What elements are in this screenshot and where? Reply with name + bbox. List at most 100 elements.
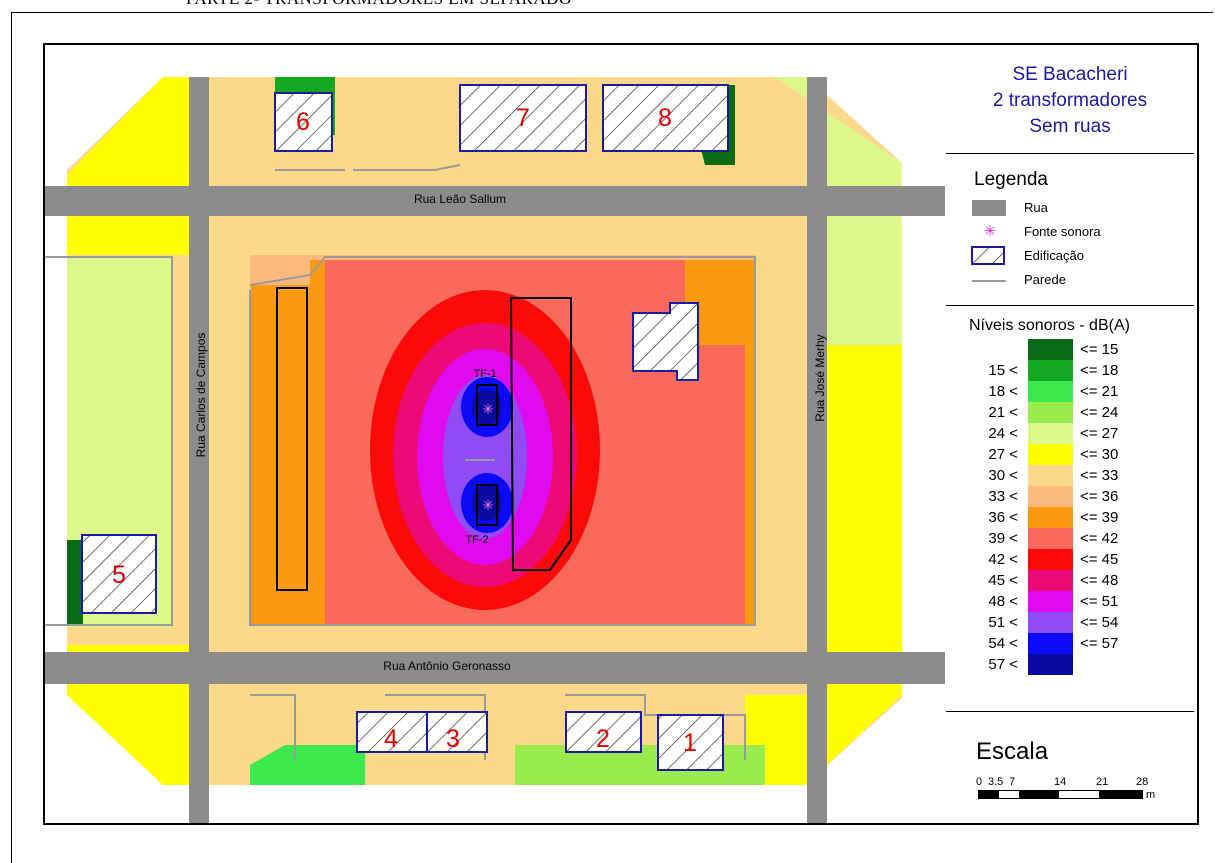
sound-level-row: 15 < <= 18 [946, 360, 1194, 381]
street-label-right: Rua José Merhy [813, 334, 827, 421]
sound-level-swatch [1028, 381, 1073, 402]
legend-heading: Legenda [974, 169, 1048, 190]
sound-level-swatch [1028, 570, 1073, 591]
building-7 [459, 84, 587, 152]
transformer-label-1: TF-1 [473, 368, 496, 380]
legend-item-wall: Parede [970, 270, 1180, 290]
scale-panel: Escala 0 3.5 7 14 21 28 m [946, 712, 1194, 820]
wall-top [275, 164, 461, 171]
sound-level-row: 51 < <= 54 [946, 612, 1194, 633]
building-label-2: 2 [596, 725, 610, 753]
sound-level-swatch [1028, 591, 1073, 612]
sound-level-row: 33 < <= 36 [946, 486, 1194, 507]
noise-zone-green-bottom [250, 745, 365, 785]
outer-frame [11, 12, 1213, 863]
transformer-outline-2 [476, 484, 498, 526]
sound-level-lower-bound: 45 < [988, 572, 1018, 589]
scale-tick: 3.5 [988, 776, 1004, 788]
scale-tick: 21 [1096, 776, 1109, 788]
sound-level-upper-bound: <= 15 [1080, 341, 1119, 358]
map-overlay: 6 7 8 5 4 3 2 1 Rua Leão Sallum Rua Antô… [81, 84, 827, 771]
building-1 [657, 714, 724, 771]
building-notched [632, 302, 699, 381]
sound-level-row: 42 < <= 45 [946, 549, 1194, 570]
legend-label: Parede [1024, 272, 1066, 287]
sound-level-upper-bound: <= 27 [1080, 425, 1119, 442]
building-8 [602, 84, 729, 152]
street-label-top: Rua Leão Sallum [414, 192, 506, 206]
legend-label: Edificação [1024, 248, 1084, 263]
sound-level-swatch [1028, 528, 1073, 549]
sound-source-2: ✳ [482, 498, 494, 514]
sound-level-row: 45 < <= 48 [946, 570, 1194, 591]
street-left [189, 77, 209, 823]
scale-tick: 14 [1054, 776, 1067, 788]
sound-levels-heading: Níveis sonoros - dB(A) [969, 317, 1130, 334]
building-label-5: 5 [112, 561, 126, 589]
sound-level-lower-bound: 39 < [988, 530, 1018, 547]
hatched-box-icon [970, 246, 1010, 266]
sound-level-lower-bound: 57 < [988, 656, 1018, 673]
sound-level-swatch [1028, 402, 1073, 423]
sound-level-row: 39 < <= 42 [946, 528, 1194, 549]
sound-level-upper-bound: <= 45 [1080, 551, 1119, 568]
sound-level-row: 18 < <= 21 [946, 381, 1194, 402]
sound-level-row: 27 < <= 30 [946, 444, 1194, 465]
transformer-label-2: TF-2 [465, 534, 488, 546]
sound-level-upper-bound: <= 36 [1080, 488, 1119, 505]
building-2 [565, 711, 642, 753]
page-heading: PARTE 2- TRANSFORMADORES EM SEPARADO [186, 0, 572, 9]
wall-lot [249, 256, 756, 626]
wall-line-icon [970, 270, 1010, 290]
scale-bar [978, 790, 1143, 799]
scale-tick: 28 [1136, 776, 1149, 788]
sound-level-upper-bound: <= 42 [1080, 530, 1119, 547]
title-line-1: SE Bacacheri [1012, 64, 1128, 85]
legend-item-street: Rua [970, 198, 1180, 218]
legend-label: Fonte sonora [1024, 224, 1101, 239]
sound-level-row: <= 15 [946, 339, 1194, 360]
noise-zone-darkgreen-left [67, 540, 83, 625]
building-6 [274, 92, 333, 152]
building-label-3: 3 [446, 725, 460, 753]
sound-levels-legend: Níveis sonoros - dB(A) <= 15 15 < <= 18 18 … [946, 306, 1194, 712]
noise-zone-yellow-right2 [827, 345, 902, 695]
title-line-3: Sem ruas [1029, 116, 1111, 137]
wall-left [45, 256, 173, 626]
sound-level-swatch [1028, 465, 1073, 486]
noise-zone-navy-2 [472, 485, 502, 521]
street-swatch-icon [970, 198, 1010, 218]
building-outline-tall [509, 297, 572, 571]
street-label-bottom: Rua Antônio Geronasso [383, 659, 511, 673]
scale-ticks: 0 3.5 7 14 21 28 [976, 776, 1176, 790]
sound-level-swatch [1028, 507, 1073, 528]
building-5 [81, 534, 157, 614]
sound-level-upper-bound: <= 54 [1080, 614, 1119, 631]
sound-level-lower-bound: 54 < [988, 635, 1018, 652]
legend-panel: SE Bacacheri 2 transformadores Sem ruas … [946, 45, 1194, 821]
sound-level-swatch [1028, 549, 1073, 570]
sound-level-swatch [1028, 444, 1073, 465]
scale-tick: 7 [1009, 776, 1016, 788]
sound-level-upper-bound: <= 51 [1080, 593, 1119, 610]
sound-level-lower-bound: 30 < [988, 467, 1018, 484]
sound-level-row: 36 < <= 39 [946, 507, 1194, 528]
building-outline-long [276, 287, 308, 591]
sound-level-row: 21 < <= 24 [946, 402, 1194, 423]
map-title: SE Bacacheri 2 transformadores Sem ruas [946, 45, 1194, 154]
title-line-2: 2 transformadores [992, 90, 1148, 111]
asterisk-icon: ✳ [983, 223, 997, 240]
scale-unit: m [1146, 789, 1156, 801]
street-right [807, 77, 827, 823]
sound-level-lower-bound: 51 < [988, 614, 1018, 631]
sound-level-upper-bound: <= 24 [1080, 404, 1119, 421]
sound-level-row: 48 < <= 51 [946, 591, 1194, 612]
transformer-outline-1 [476, 384, 498, 426]
street-label-left: Rua Carlos de Campos [194, 333, 208, 458]
scale-heading: Escala [976, 738, 1049, 765]
sound-level-swatch [1028, 360, 1073, 381]
building-3 [426, 711, 488, 753]
building-label-8: 8 [658, 104, 672, 132]
noise-zone-orange-left [251, 285, 321, 625]
sound-level-upper-bound: <= 21 [1080, 383, 1119, 400]
